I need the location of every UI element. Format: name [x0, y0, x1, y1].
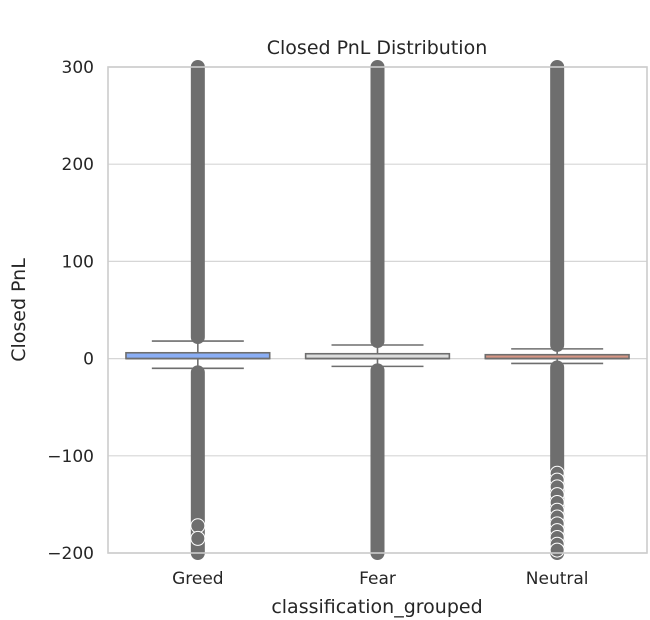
- plot-frame: [107, 66, 648, 554]
- boxes: [125, 340, 630, 370]
- x-tick-label: Greed: [172, 569, 224, 589]
- outlier-point: [190, 518, 206, 534]
- outlier-point: [190, 530, 206, 546]
- x-tick-labels: Greed Fear Neutral: [172, 569, 588, 589]
- y-tick-label: −200: [47, 544, 94, 564]
- chart-title: Closed PnL Distribution: [267, 37, 488, 59]
- x-tick-label: Neutral: [526, 569, 589, 589]
- x-tick-label: Fear: [359, 569, 396, 589]
- y-tick-label: −100: [47, 447, 94, 467]
- box-neutral: [484, 348, 630, 365]
- y-tick-label: 0: [83, 350, 94, 370]
- y-tick-labels: −200 −100 0 100 200 300: [47, 58, 94, 564]
- outlier-point: [549, 542, 565, 558]
- y-tick-label: 300: [62, 58, 94, 78]
- y-axis-label: Closed PnL: [8, 258, 30, 362]
- x-axis-label: classification_grouped: [271, 596, 482, 618]
- outlier-points: [190, 60, 565, 560]
- y-tick-label: 100: [62, 252, 94, 272]
- box-fear: [304, 344, 451, 368]
- box-greed: [125, 340, 271, 370]
- y-tick-label: 200: [62, 155, 94, 175]
